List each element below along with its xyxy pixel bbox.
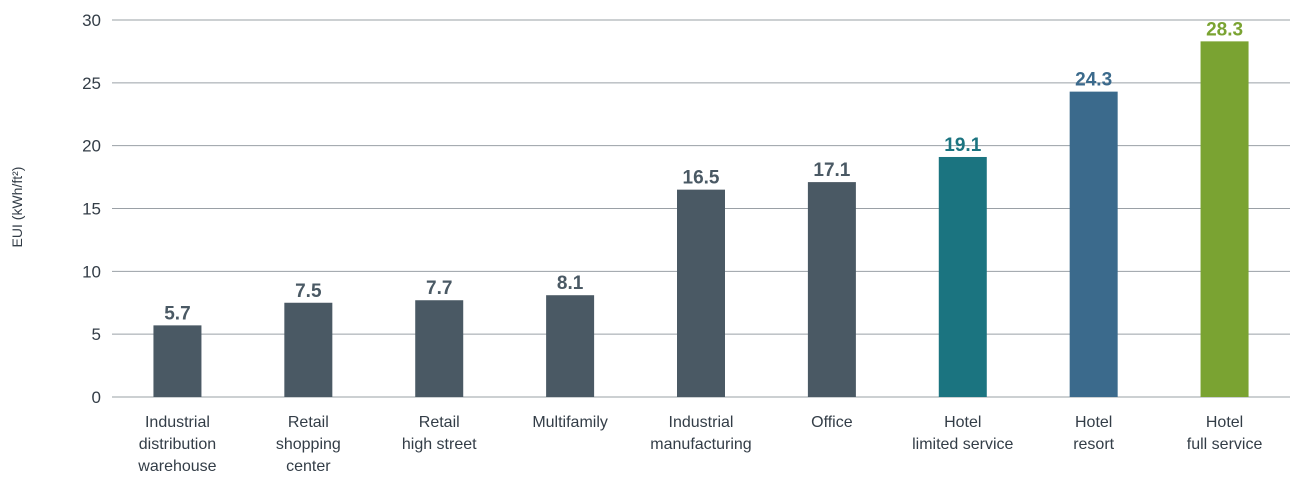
category-label-line: Multifamily	[532, 414, 608, 431]
category-label-line: limited service	[912, 436, 1013, 453]
value-label: 8.1	[557, 273, 584, 294]
y-axis-title: EUI (kWh/ft²)	[9, 167, 25, 248]
category-label-line: warehouse	[137, 458, 216, 475]
value-labels: 5.7 7.5 7.7 8.1 16.5 17.1 19.1 24.3 28.3	[164, 19, 1243, 324]
bar	[1069, 91, 1118, 397]
value-label: 7.5	[295, 281, 322, 302]
value-label: 7.7	[426, 278, 452, 299]
category-labels: Industrial distribution warehouse Retail sho…	[137, 414, 1262, 475]
y-tick-label: 30	[82, 11, 101, 30]
value-label: 17.1	[813, 160, 850, 181]
category-label: Hotel limited service	[912, 414, 1013, 453]
category-label-line: Retail	[419, 414, 460, 431]
value-label: 16.5	[683, 168, 720, 189]
category-label: Office	[811, 414, 853, 431]
y-tick-labels: 0 5 10 15 20 25 30	[82, 11, 101, 407]
bar	[1200, 41, 1249, 397]
bar	[546, 295, 595, 397]
category-label-line: Hotel	[1206, 414, 1243, 431]
bar	[938, 156, 987, 397]
category-label: Retail high street	[402, 414, 477, 453]
category-label: Hotel resort	[1073, 414, 1114, 453]
category-label-line: Office	[811, 414, 853, 431]
value-label: 19.1	[944, 135, 981, 156]
y-tick-label: 15	[82, 200, 101, 219]
category-label-line: full service	[1187, 436, 1263, 453]
category-label: Multifamily	[532, 414, 608, 431]
category-label: Industrial distribution warehouse	[137, 414, 216, 475]
y-tick-label: 5	[92, 325, 101, 344]
category-label: Retail shopping center	[276, 414, 341, 475]
y-tick-label: 10	[82, 262, 101, 281]
y-tick-label: 20	[82, 137, 101, 156]
value-label: 24.3	[1075, 70, 1112, 91]
category-label-line: Retail	[288, 414, 329, 431]
y-axis-title-group: EUI (kWh/ft²)	[9, 167, 25, 248]
bar	[415, 300, 464, 397]
category-label-line: center	[286, 458, 331, 475]
category-label-line: manufacturing	[650, 436, 751, 453]
bar	[284, 302, 333, 397]
bars	[153, 41, 1249, 397]
bar	[153, 325, 202, 397]
category-label-line: high street	[402, 436, 477, 453]
category-label-line: distribution	[139, 436, 216, 453]
y-tick-label: 0	[92, 388, 101, 407]
category-label-line: Industrial	[669, 414, 734, 431]
bar	[807, 182, 856, 397]
category-label: Industrial manufacturing	[650, 414, 751, 453]
y-tick-label: 25	[82, 74, 101, 93]
category-label-line: Industrial	[145, 414, 210, 431]
value-label: 5.7	[164, 303, 190, 324]
value-label: 28.3	[1206, 19, 1243, 40]
bar	[677, 189, 725, 397]
category-label-line: Hotel	[1075, 414, 1112, 431]
category-label-line: resort	[1073, 436, 1114, 453]
category-label-line: shopping	[276, 436, 341, 453]
category-label: Hotel full service	[1187, 414, 1263, 453]
category-label-line: Hotel	[944, 414, 981, 431]
